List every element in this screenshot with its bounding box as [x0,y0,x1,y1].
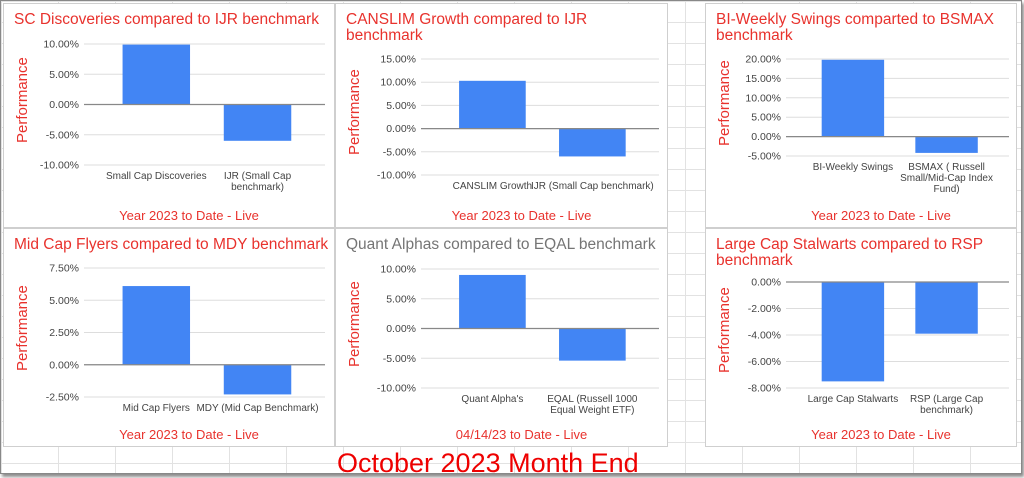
month-end-banner: October 2023 Month End [337,448,639,478]
y-axis-label: Performance [14,56,31,143]
y-tick-label: -4.00% [748,330,781,342]
chart-title: BI-Weekly Swings comparted to BSMAX benc… [716,11,994,44]
x-category-label: CANSLIM Growth [453,181,532,192]
bar[interactable] [122,44,191,105]
y-tick-label: -5.00% [383,353,416,365]
chart-svg: 20.00% 15.00% 10.00% 5.00% 0.00% -5.00% BI-Wee… [745,54,1009,195]
y-tick-label: -6.00% [748,356,781,368]
chart-svg: 15.00% 10.00% 5.00% 0.00% -5.00% -10.00% CANSL… [377,54,659,192]
y-tick-label: -5.00% [46,129,79,141]
y-axis-label: Performance [346,69,363,155]
y-axis-label: Performance [716,59,733,146]
x-category-label: BSMAX ( Russell Small/Mid-Cap Index Fund) [900,162,993,195]
y-tick-label: 5.00% [751,112,781,124]
bar[interactable] [223,104,292,141]
chart-svg: 10.00% 5.00% 0.00% -5.00% -10.00% Quant Alpha… [377,264,659,416]
y-tick-label: 0.00% [386,323,416,335]
bar[interactable] [459,80,526,129]
chart-svg: 10.00% 5.00% 0.00% -5.00% -10.00% Small Cap D… [40,39,325,193]
x-axis-label: 04/14/23 to Date - Live [455,427,588,442]
y-tick-label: 7.50% [49,263,79,275]
y-tick-label: -2.50% [46,392,79,404]
x-axis-label: Year 2023 to Date - Live [451,208,592,223]
x-category-label: BI-Weekly Swings [813,162,893,173]
x-category-label: IJR (Small Cap benchmark) [531,181,654,192]
chart-svg: 0.00% -2.00% -4.00% -6.00% -8.00% Large Cap S… [748,277,1009,416]
chart-panel[interactable]: CANSLIM Growth compared to IJR benchmark… [335,3,668,228]
chart-title: Mid Cap Flyers compared to MDY benchmark [14,236,329,253]
x-category-label: RSP (Large Cap benchmark) [910,394,984,416]
y-tick-label: 0.00% [751,277,781,289]
y-tick-label: 5.00% [49,69,79,81]
chart-panel[interactable]: BI-Weekly Swings comparted to BSMAX benc… [705,3,1017,228]
bar[interactable] [122,286,191,365]
chart-svg: 7.50% 5.00% 2.50% 0.00% -2.50% Mid Cap Flyers… [46,263,325,414]
bar[interactable] [223,364,292,395]
chart-panel[interactable]: Quant Alphas compared to EQAL benchmark 1… [335,228,668,447]
y-tick-label: 5.00% [386,100,416,112]
bar[interactable] [821,282,885,382]
y-axis-label: Performance [716,287,733,373]
y-tick-label: 10.00% [43,39,79,51]
y-tick-label: 15.00% [380,54,416,66]
y-tick-label: 0.00% [751,131,781,143]
y-tick-label: 20.00% [745,54,781,66]
y-tick-label: 10.00% [380,264,416,276]
y-tick-label: 5.00% [386,293,416,305]
x-category-label: Mid Cap Flyers [123,403,190,414]
y-tick-label: -2.00% [748,303,781,315]
bar[interactable] [915,282,978,334]
chart-title: Quant Alphas compared to EQAL benchmark [346,236,656,253]
y-tick-label: -10.00% [40,160,79,172]
bar[interactable] [559,328,626,361]
bar[interactable] [915,136,978,153]
y-axis-label: Performance [346,280,363,367]
x-category-label: Quant Alpha's [461,394,523,405]
x-axis-label: Year 2023 to Date - Live [811,427,951,442]
y-tick-label: 10.00% [745,92,781,104]
chart-panel[interactable]: Mid Cap Flyers compared to MDY benchmark… [3,228,335,447]
x-category-label: EQAL (Russell 1000 Equal Weight ETF) [547,394,638,416]
chart-panel[interactable]: Large Cap Stalwarts compared to RSP benc… [705,228,1017,447]
y-axis-label: Performance [14,284,31,371]
bar[interactable] [459,274,526,329]
chart-title: Large Cap Stalwarts compared to RSP benc… [716,236,983,269]
y-tick-label: 0.00% [49,99,79,111]
y-tick-label: -10.00% [377,170,416,182]
y-tick-label: 2.50% [49,327,79,339]
y-tick-label: 10.00% [380,77,416,89]
x-axis-label: Year 2023 to Date - Live [119,208,259,223]
y-tick-label: -5.00% [383,146,416,158]
y-tick-label: -8.00% [748,383,781,395]
y-tick-label: -5.00% [748,151,781,163]
bar[interactable] [821,59,885,137]
chart-title: SC Discoveries compared to IJR benchmark [14,11,319,28]
y-tick-label: 0.00% [49,359,79,371]
chart-title: CANSLIM Growth compared to IJR benchmark [346,11,588,44]
x-axis-label: Year 2023 to Date - Live [811,208,951,223]
x-category-label: MDY (Mid Cap Benchmark) [196,403,318,414]
x-category-label: Small Cap Discoveries [106,171,207,182]
x-category-label: IJR (Small Cap benchmark) [224,171,292,193]
y-tick-label: -10.00% [377,383,416,395]
y-tick-label: 0.00% [386,123,416,135]
y-tick-label: 15.00% [745,73,781,85]
x-axis-label: Year 2023 to Date - Live [119,427,259,442]
x-category-label: Large Cap Stalwarts [808,394,899,405]
chart-panel[interactable]: SC Discoveries compared to IJR benchmark… [3,3,335,228]
bar[interactable] [559,128,626,157]
y-tick-label: 5.00% [49,295,79,307]
